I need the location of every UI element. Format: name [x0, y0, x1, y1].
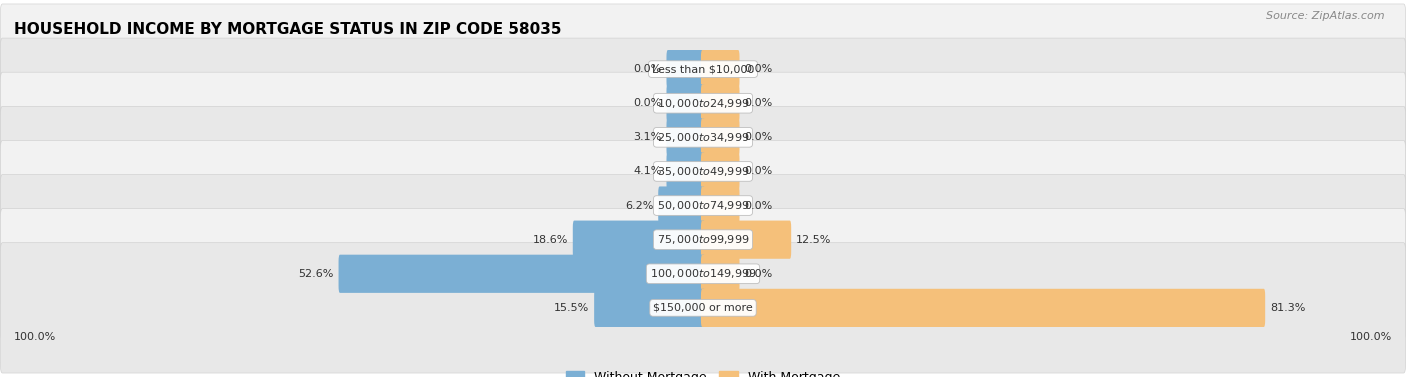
Text: 4.1%: 4.1%: [633, 166, 662, 176]
FancyBboxPatch shape: [572, 221, 704, 259]
FancyBboxPatch shape: [702, 50, 740, 88]
Text: $75,000 to $99,999: $75,000 to $99,999: [657, 233, 749, 246]
Text: 15.5%: 15.5%: [554, 303, 589, 313]
FancyBboxPatch shape: [0, 106, 1406, 237]
Text: $50,000 to $74,999: $50,000 to $74,999: [657, 199, 749, 212]
Text: $25,000 to $34,999: $25,000 to $34,999: [657, 131, 749, 144]
FancyBboxPatch shape: [0, 38, 1406, 169]
FancyBboxPatch shape: [702, 118, 740, 156]
Text: 0.0%: 0.0%: [744, 201, 772, 211]
Text: 0.0%: 0.0%: [744, 98, 772, 108]
Text: 0.0%: 0.0%: [744, 166, 772, 176]
FancyBboxPatch shape: [666, 152, 704, 190]
Text: 52.6%: 52.6%: [298, 269, 333, 279]
Text: Less than $10,000: Less than $10,000: [652, 64, 754, 74]
Text: 3.1%: 3.1%: [634, 132, 662, 143]
FancyBboxPatch shape: [666, 50, 704, 88]
FancyBboxPatch shape: [702, 187, 740, 225]
Text: Source: ZipAtlas.com: Source: ZipAtlas.com: [1267, 11, 1385, 21]
FancyBboxPatch shape: [0, 208, 1406, 339]
Text: $100,000 to $149,999: $100,000 to $149,999: [650, 267, 756, 280]
Text: 100.0%: 100.0%: [14, 332, 56, 342]
FancyBboxPatch shape: [702, 255, 740, 293]
Text: 0.0%: 0.0%: [744, 64, 772, 74]
FancyBboxPatch shape: [658, 187, 704, 225]
FancyBboxPatch shape: [0, 72, 1406, 202]
FancyBboxPatch shape: [702, 152, 740, 190]
FancyBboxPatch shape: [702, 84, 740, 122]
Text: 0.0%: 0.0%: [744, 132, 772, 143]
FancyBboxPatch shape: [339, 255, 704, 293]
Text: 18.6%: 18.6%: [533, 234, 568, 245]
Legend: Without Mortgage, With Mortgage: Without Mortgage, With Mortgage: [561, 366, 845, 377]
Text: HOUSEHOLD INCOME BY MORTGAGE STATUS IN ZIP CODE 58035: HOUSEHOLD INCOME BY MORTGAGE STATUS IN Z…: [14, 22, 561, 37]
FancyBboxPatch shape: [666, 84, 704, 122]
FancyBboxPatch shape: [0, 140, 1406, 271]
Text: 12.5%: 12.5%: [796, 234, 831, 245]
FancyBboxPatch shape: [702, 221, 792, 259]
Text: 100.0%: 100.0%: [1350, 332, 1392, 342]
FancyBboxPatch shape: [0, 243, 1406, 373]
Text: 6.2%: 6.2%: [626, 201, 654, 211]
Text: $35,000 to $49,999: $35,000 to $49,999: [657, 165, 749, 178]
FancyBboxPatch shape: [666, 118, 704, 156]
FancyBboxPatch shape: [0, 4, 1406, 134]
FancyBboxPatch shape: [0, 175, 1406, 305]
Text: 0.0%: 0.0%: [634, 64, 662, 74]
Text: $150,000 or more: $150,000 or more: [654, 303, 752, 313]
FancyBboxPatch shape: [595, 289, 704, 327]
FancyBboxPatch shape: [702, 289, 1265, 327]
Text: $10,000 to $24,999: $10,000 to $24,999: [657, 97, 749, 110]
Text: 0.0%: 0.0%: [744, 269, 772, 279]
Text: 81.3%: 81.3%: [1270, 303, 1305, 313]
Text: 0.0%: 0.0%: [634, 98, 662, 108]
